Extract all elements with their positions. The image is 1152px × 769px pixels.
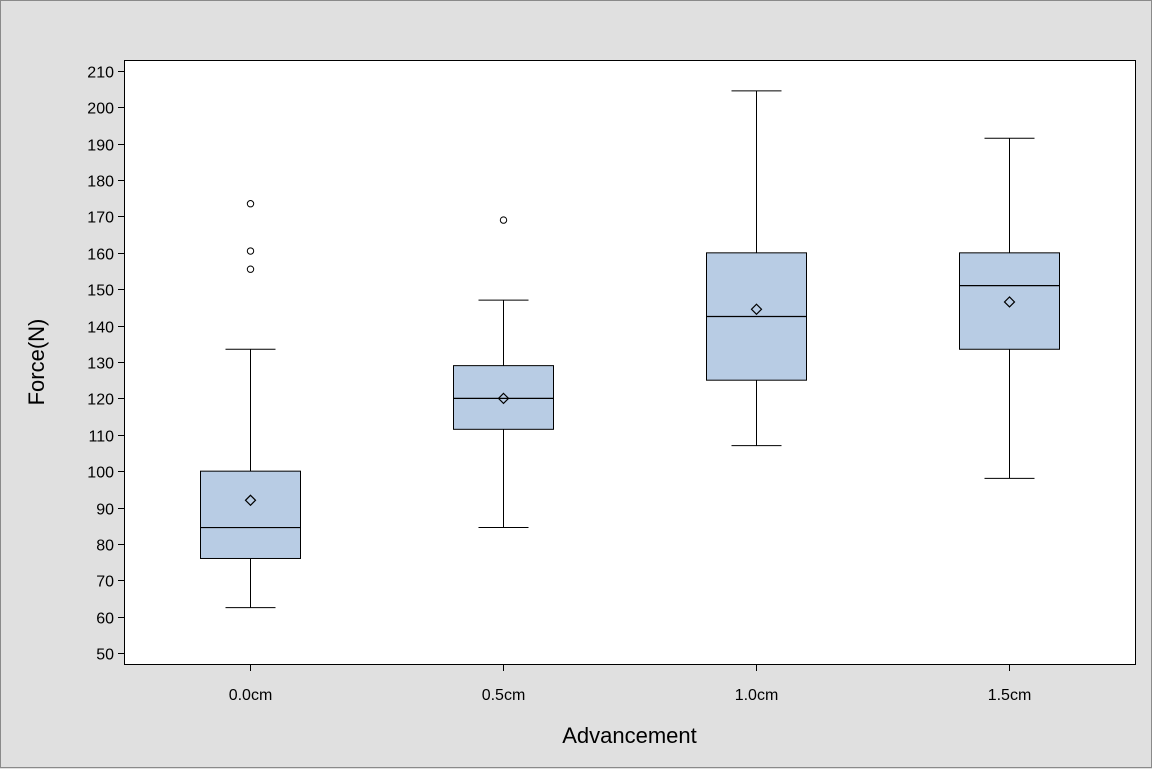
y-tick-label: 60 (96, 611, 114, 628)
x-tick-label: 1.5cm (988, 687, 1032, 704)
y-tick-label: 150 (87, 283, 114, 300)
box-0.0cm (200, 200, 301, 609)
y-tick-label: 110 (88, 429, 114, 446)
iqr-box (453, 365, 554, 430)
y-axis: 50 60 70 80 90 100 110 120 130 140 150 160 170 180 190… (87, 65, 124, 664)
mean-marker (244, 494, 257, 507)
y-tick-label: 70 (96, 574, 114, 591)
iqr-box (959, 252, 1060, 350)
mean-marker (497, 392, 510, 405)
y-tick-label: 140 (87, 320, 114, 337)
y-tick-label: 120 (87, 392, 114, 409)
x-tick-label: 0.5cm (482, 687, 526, 704)
y-tick-label: 170 (87, 210, 114, 227)
outlier-point (499, 216, 508, 224)
x-axis: 0.0cm 0.5cm 1.0cm 1.5cm (229, 664, 1032, 704)
box-series (200, 90, 1060, 609)
mean-marker (1003, 296, 1016, 308)
y-tick-label: 130 (87, 356, 114, 373)
outlier-point (246, 265, 255, 273)
x-tick-label: 1.0cm (735, 687, 779, 704)
y-tick-label: 50 (96, 647, 114, 664)
y-tick-label: 190 (87, 138, 114, 155)
mean-marker (750, 303, 763, 316)
y-tick-label: 100 (87, 465, 114, 482)
box-1.5cm (959, 137, 1060, 479)
y-tick-label: 90 (96, 502, 114, 519)
box-0.5cm (453, 216, 554, 529)
plot-area (124, 60, 1136, 665)
x-axis-title: Advancement (562, 723, 697, 748)
box-1.0cm (706, 90, 807, 447)
outlier-point (246, 247, 255, 255)
outlier-point (246, 200, 255, 208)
y-tick-label: 180 (87, 174, 114, 191)
y-axis-title: Force(N) (24, 319, 49, 406)
y-tick-label: 160 (87, 247, 114, 264)
x-tick-label: 0.0cm (229, 687, 273, 704)
y-tick-label: 200 (87, 101, 114, 118)
y-tick-label: 210 (87, 65, 114, 82)
iqr-box (200, 470, 301, 559)
y-tick-label: 80 (96, 538, 114, 555)
